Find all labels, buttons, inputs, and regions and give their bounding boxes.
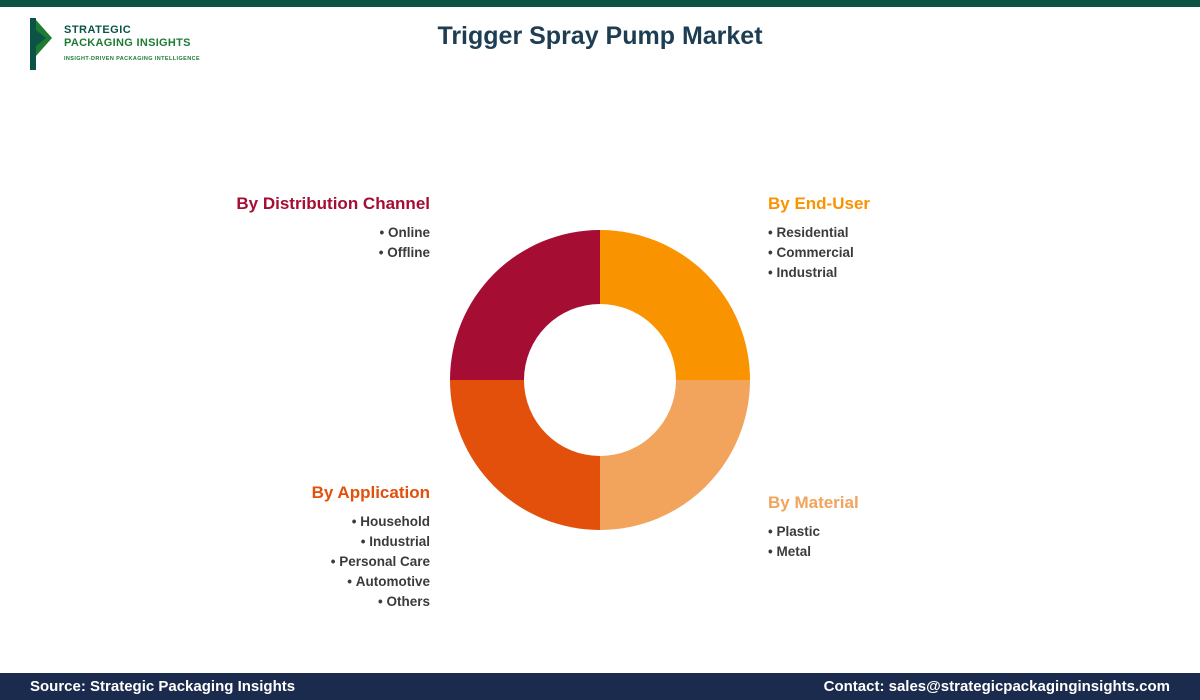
donut-chart — [450, 230, 750, 530]
segment-group-material: By Material Plastic Metal — [768, 493, 1068, 562]
segment-item-list-distribution-channel: Online Offline — [130, 223, 430, 263]
segment-item: Personal Care — [130, 552, 430, 572]
segment-group-application: By Application Household Industrial Pers… — [130, 483, 430, 612]
segment-title-material: By Material — [768, 493, 859, 512]
segment-group-end-user: By End-User Residential Commercial Indus… — [768, 194, 1068, 283]
segment-item: Industrial — [768, 263, 1068, 283]
segment-item: Others — [130, 592, 430, 612]
donut-segment-material — [600, 380, 750, 530]
logo-arrow-icon — [30, 18, 52, 70]
segment-item: Industrial — [130, 532, 430, 552]
page-title: Trigger Spray Pump Market — [437, 22, 763, 50]
footer-bar: Source: Strategic Packaging Insights Con… — [0, 673, 1200, 700]
company-logo: STRATEGIC PACKAGING INSIGHTS INSIGHT-DRI… — [30, 18, 200, 70]
footer-contact: Contact: sales@strategicpackaginginsight… — [823, 678, 1170, 695]
segment-item-list-end-user: Residential Commercial Industrial — [768, 223, 1068, 283]
segment-item: Commercial — [768, 243, 1068, 263]
segment-item-list-application: Household Industrial Personal Care Autom… — [130, 512, 430, 612]
segment-title-application: By Application — [311, 483, 430, 502]
segment-title-end-user: By End-User — [768, 194, 871, 213]
donut-segment-application — [450, 380, 600, 530]
segment-item: Plastic — [768, 522, 1068, 542]
logo-tagline: INSIGHT-DRIVEN PACKAGING INTELLIGENCE — [64, 56, 201, 62]
segment-item: Metal — [768, 542, 1068, 562]
donut-segment-end-user — [600, 230, 750, 380]
logo-line1: STRATEGIC — [64, 24, 132, 36]
segment-item-list-material: Plastic Metal — [768, 522, 1068, 562]
footer-source: Source: Strategic Packaging Insights — [30, 678, 296, 695]
segment-item: Offline — [130, 243, 430, 263]
segment-item: Automotive — [130, 572, 430, 592]
segment-group-distribution-channel: By Distribution Channel Online Offline — [130, 194, 430, 263]
donut-segment-distribution-channel — [450, 230, 600, 380]
segment-item: Residential — [768, 223, 1068, 243]
segment-item: Household — [130, 512, 430, 532]
logo-text: STRATEGIC PACKAGING INSIGHTS INSIGHT-DRI… — [64, 18, 200, 62]
top-accent-bar — [0, 0, 1200, 7]
logo-line2: PACKAGING INSIGHTS — [64, 37, 191, 49]
segment-title-distribution-channel: By Distribution Channel — [236, 194, 430, 213]
segment-item: Online — [130, 223, 430, 243]
